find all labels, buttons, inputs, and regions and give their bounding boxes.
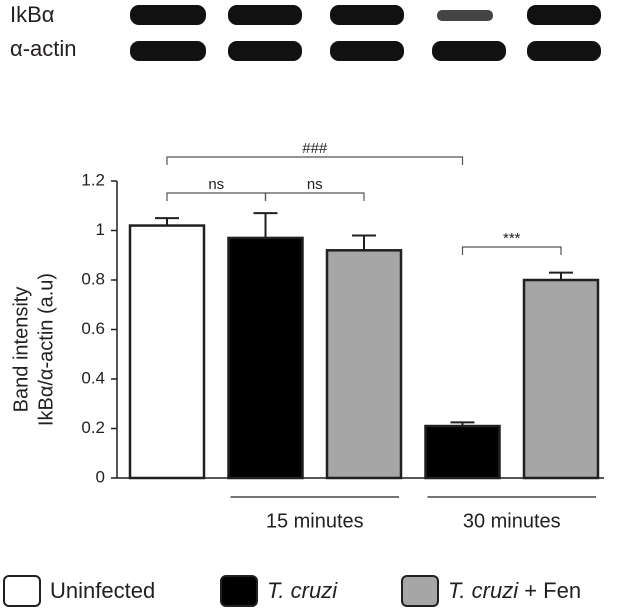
significance-bracket — [461, 246, 562, 255]
significance-bracket — [264, 192, 365, 201]
blot-label: α-actin — [10, 36, 77, 61]
y-tick-label: 0.8 — [81, 269, 105, 288]
y-tick-label: 0 — [96, 467, 105, 486]
significance-bracket — [166, 156, 464, 165]
y-axis-label: Band intensity — [10, 287, 32, 413]
blot-band — [330, 41, 404, 61]
y-tick-label: 1.2 — [81, 170, 105, 189]
western-blot: IkBα α-actin — [10, 2, 601, 61]
legend-swatch — [401, 575, 439, 607]
bar — [128, 224, 206, 480]
legend-label: Uninfected — [50, 578, 155, 603]
legend-label-part: T. cruzi — [267, 578, 338, 603]
legend-swatch — [3, 575, 41, 607]
blot-band — [432, 41, 506, 61]
y-tick-label: 0.2 — [81, 418, 105, 437]
y-tick-label: 0.4 — [81, 368, 105, 387]
y-tick-label: 0.6 — [81, 319, 105, 338]
significance-bracket — [166, 192, 267, 201]
legend-label: T. cruzi — [267, 578, 338, 603]
group-label: 15 minutes — [266, 510, 364, 532]
blot-band — [228, 5, 302, 25]
legend-label-part: Uninfected — [50, 578, 155, 603]
blot-label: IkBα — [10, 2, 55, 27]
legend-swatch — [220, 575, 258, 607]
blot-band — [130, 5, 206, 25]
legend-label: T. cruzi + Fen — [448, 578, 581, 603]
blot-band — [527, 5, 601, 25]
blot-band — [228, 41, 302, 61]
bar — [325, 249, 403, 480]
group-label: 30 minutes — [463, 510, 561, 532]
significance-label: ### — [302, 140, 328, 157]
legend-label-part: T. cruzi — [448, 578, 519, 603]
bar — [522, 278, 600, 480]
significance-label: ns — [307, 176, 323, 193]
significance-label: ns — [208, 176, 224, 193]
y-tick-label: 1 — [96, 220, 105, 239]
blot-band — [527, 41, 601, 61]
bar — [227, 236, 304, 480]
significance-label: *** — [503, 230, 521, 247]
legend-label-part: + Fen — [518, 578, 581, 603]
blot-band — [330, 5, 404, 25]
y-axis-label: IkBα/α-actin (a.u) — [35, 273, 57, 426]
blot-band — [130, 41, 206, 61]
bar — [424, 424, 501, 480]
blot-band — [437, 10, 493, 21]
